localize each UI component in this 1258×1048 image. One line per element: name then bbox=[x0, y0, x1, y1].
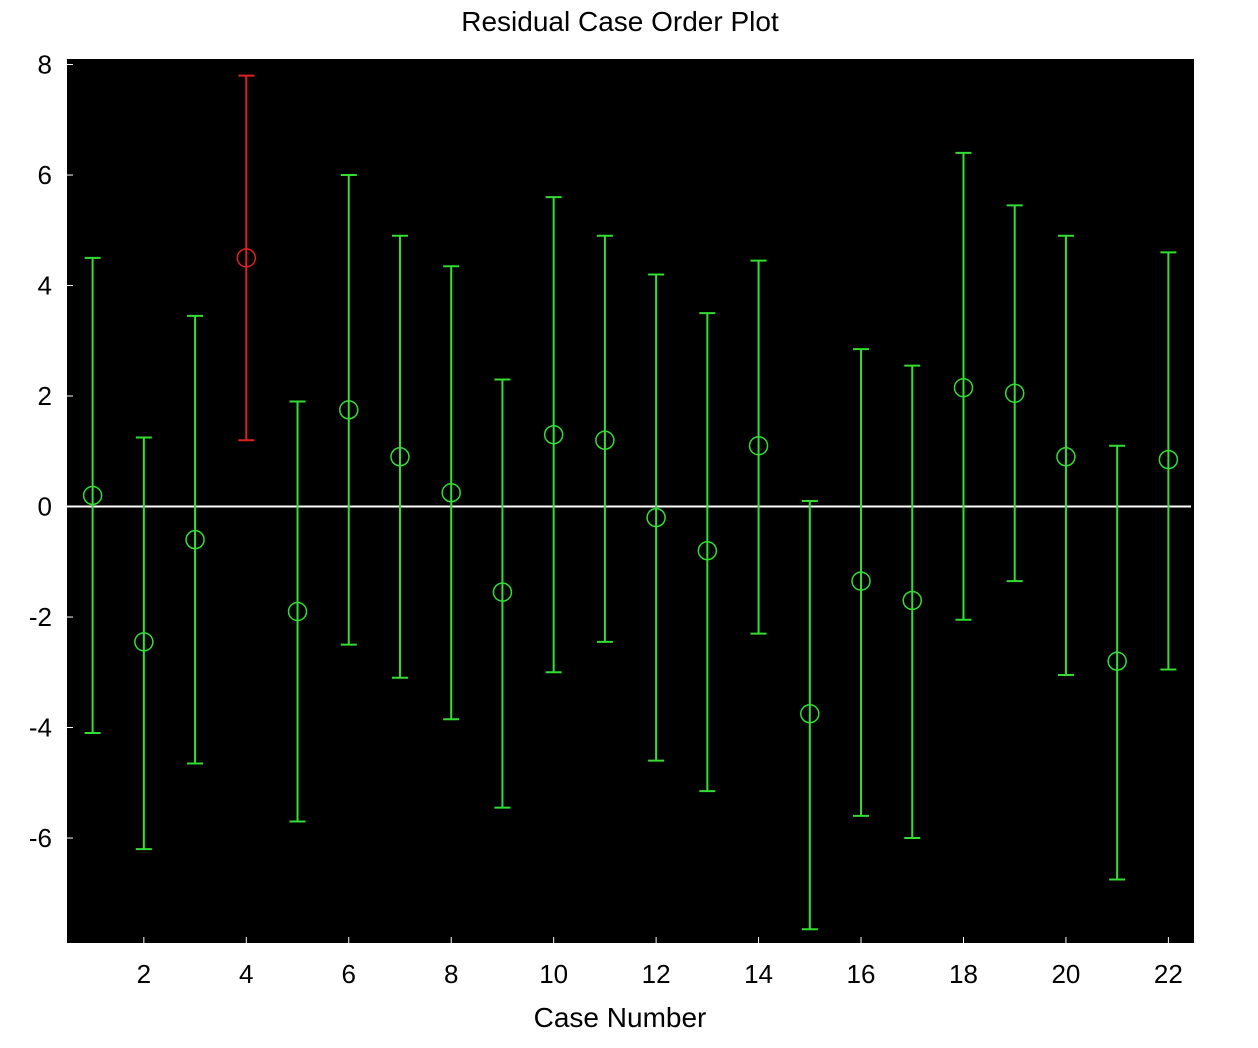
y-tick-label: 0 bbox=[38, 492, 52, 522]
error-bar-case-16 bbox=[851, 348, 871, 817]
residual-point bbox=[134, 632, 154, 652]
y-tick-label: -6 bbox=[29, 823, 52, 853]
y-tick-label: 6 bbox=[38, 160, 52, 190]
error-bar-case-12 bbox=[646, 273, 666, 762]
x-tick-label: 14 bbox=[744, 959, 773, 989]
x-tick-label: 18 bbox=[949, 959, 978, 989]
y-tick-label: -2 bbox=[29, 602, 52, 632]
error-bar-case-15 bbox=[800, 500, 820, 931]
residual-point bbox=[339, 400, 359, 420]
residual-point bbox=[287, 601, 308, 622]
y-tick-label: 2 bbox=[38, 381, 52, 411]
plot-area bbox=[67, 59, 1194, 943]
x-tick-label: 6 bbox=[342, 959, 356, 989]
y-tick-label: 4 bbox=[38, 271, 52, 301]
error-bar-case-20 bbox=[1056, 234, 1076, 677]
residual-point bbox=[1107, 651, 1127, 671]
error-bar-case-3 bbox=[185, 314, 205, 765]
x-tick-label: 22 bbox=[1154, 959, 1183, 989]
x-axis-label: Case Number bbox=[534, 1002, 707, 1033]
residual-point bbox=[82, 485, 103, 506]
residual-point bbox=[748, 436, 769, 456]
error-bar-case-10 bbox=[543, 196, 564, 674]
error-bar-case-19 bbox=[1004, 204, 1025, 583]
error-bar-case-8 bbox=[441, 265, 461, 721]
error-bar-case-17 bbox=[902, 364, 922, 840]
error-bar-case-2 bbox=[134, 436, 154, 851]
residual-point bbox=[543, 424, 564, 445]
error-bar-case-7 bbox=[390, 234, 410, 679]
residual-point bbox=[697, 540, 718, 561]
error-bar-case-6 bbox=[339, 174, 359, 646]
y-tick-label: -4 bbox=[29, 713, 52, 743]
residual-point bbox=[390, 447, 410, 467]
error-bar-case-4 bbox=[236, 74, 257, 442]
x-tick-label: 8 bbox=[444, 959, 458, 989]
residual-point bbox=[595, 430, 615, 450]
residual-point bbox=[492, 582, 513, 602]
residual-point bbox=[646, 507, 666, 528]
x-tick-label: 2 bbox=[137, 959, 151, 989]
error-bar-case-18 bbox=[953, 151, 974, 621]
error-bar-case-11 bbox=[595, 234, 615, 643]
x-tick-label: 4 bbox=[239, 959, 253, 989]
residual-point bbox=[1004, 383, 1025, 404]
chart-title: Residual Case Order Plot bbox=[461, 6, 779, 37]
residual-point bbox=[851, 571, 871, 591]
residual-point bbox=[1056, 447, 1076, 467]
error-bar-case-22 bbox=[1158, 251, 1179, 671]
x-tick-label: 20 bbox=[1051, 959, 1080, 989]
y-tick-label: 8 bbox=[38, 50, 52, 80]
x-tick-label: 16 bbox=[847, 959, 876, 989]
error-bar-case-1 bbox=[82, 256, 103, 735]
x-tick-label: 12 bbox=[642, 959, 671, 989]
residual-point bbox=[441, 482, 461, 503]
error-bar-case-13 bbox=[697, 312, 718, 793]
residual-point bbox=[800, 703, 820, 724]
error-bar-case-14 bbox=[748, 259, 769, 635]
residual-point bbox=[236, 248, 257, 268]
chart-marks bbox=[67, 74, 1191, 931]
residual-point bbox=[185, 529, 205, 550]
x-tick-label: 10 bbox=[539, 959, 568, 989]
residual-point bbox=[1158, 449, 1179, 470]
residual-point bbox=[902, 590, 922, 611]
error-bar-case-5 bbox=[287, 400, 308, 823]
residual-point bbox=[953, 377, 974, 398]
axis-ticks: 2 4 6 8 10 12 14 16 18 20 22 -6 -4 -2 0 2 4 6 8 bbox=[29, 50, 1183, 989]
error-bar-case-9 bbox=[492, 378, 513, 809]
error-bar-case-21 bbox=[1107, 444, 1127, 881]
